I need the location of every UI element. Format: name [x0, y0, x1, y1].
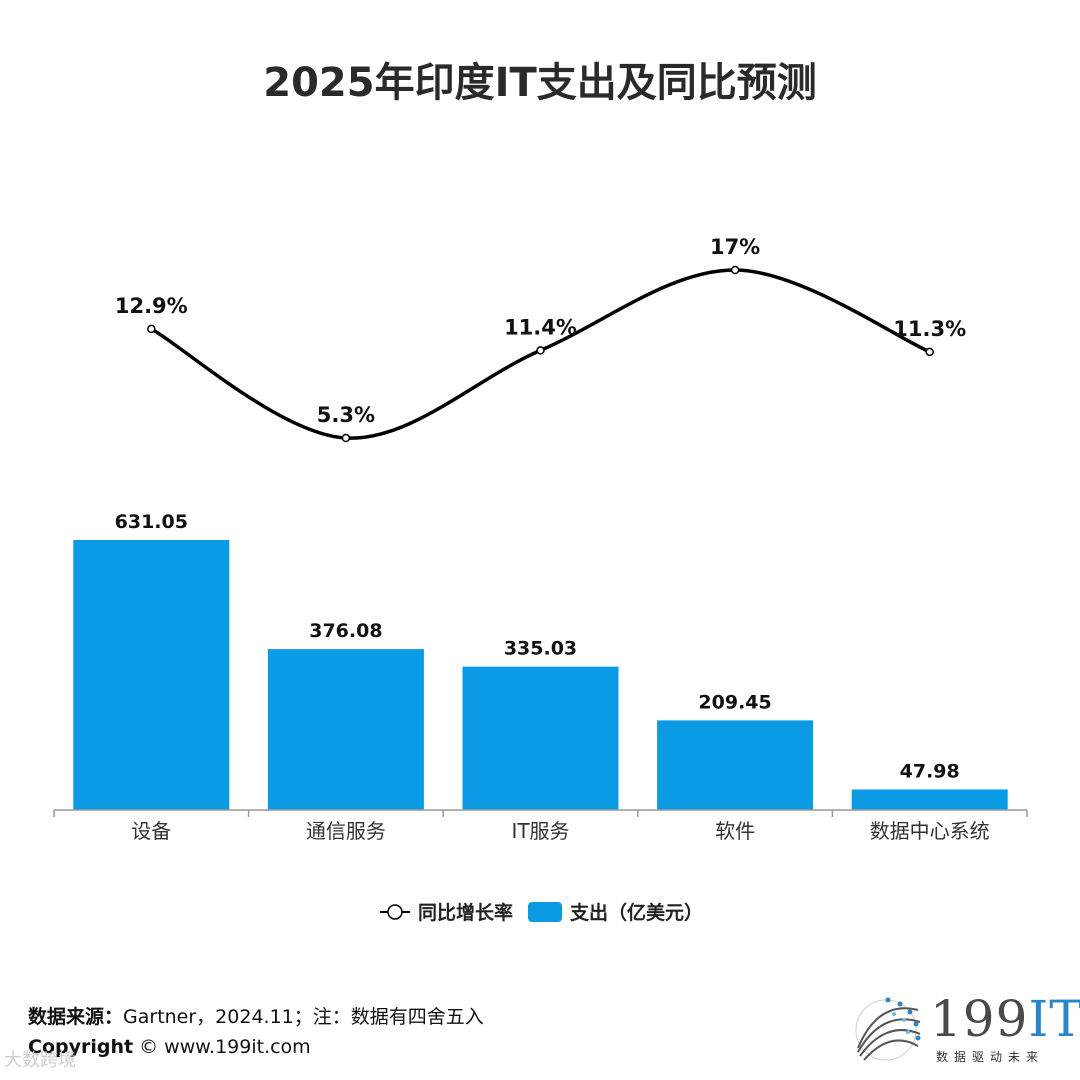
growth-rate-point	[925, 347, 934, 357]
legend-label-spend: 支出（亿美元）	[569, 901, 703, 924]
copyright-note: Copyright © www.199it.com	[28, 1036, 311, 1058]
growth-rate-label: 5.3%	[317, 403, 375, 427]
bar-value-label: 631.05	[115, 511, 188, 533]
growth-rate-point	[341, 433, 351, 443]
growth-rate-label: 11.4%	[504, 315, 577, 339]
bar-1	[267, 649, 424, 810]
growth-rate-point	[730, 265, 740, 275]
x-tick-label: IT服务	[511, 819, 569, 843]
bar-4	[851, 789, 1008, 810]
logo-tagline: 数据驱动未来	[936, 1050, 1045, 1064]
copyright-label: Copyright	[28, 1036, 134, 1058]
legend-bar-icon	[528, 902, 562, 922]
bar-0	[73, 540, 230, 810]
x-tick-label: 软件	[715, 819, 755, 843]
growth-rate-label: 11.3%	[893, 317, 966, 341]
watermark: 大数跨境	[4, 1050, 76, 1071]
logo-wordmark: 199IT	[930, 990, 1080, 1048]
copyright-text: © www.199it.com	[133, 1036, 311, 1058]
bar-3	[657, 720, 814, 810]
combo-chart: 631.05 376.08 335.03 209.45 47.98 设备 通信服务 IT服务 软…	[53, 235, 1028, 924]
source-text: Gartner，2024.11；注：数据有四舍五入	[123, 1006, 484, 1028]
brand-logo: 199IT 数据驱动未来	[848, 990, 1080, 1070]
growth-rate-point	[536, 346, 545, 355]
source-label: 数据来源：	[28, 1006, 124, 1028]
growth-rate-label: 17%	[710, 235, 760, 259]
bar-value-label: 376.08	[309, 620, 382, 642]
bar-value-label: 47.98	[900, 760, 960, 782]
x-tick-label: 设备	[131, 819, 171, 843]
x-tick-label: 通信服务	[306, 819, 386, 843]
growth-rate-label: 12.9%	[115, 294, 188, 318]
logo-mark-icon	[855, 997, 921, 1061]
bar-value-label: 335.03	[504, 638, 577, 660]
x-tick-label: 数据中心系统	[870, 819, 990, 843]
bar-value-label: 209.45	[698, 691, 771, 713]
bar-2	[462, 666, 619, 810]
source-note: 数据来源：Gartner，2024.11；注：数据有四舍五入	[28, 1002, 484, 1029]
growth-rate-point	[147, 324, 156, 334]
chart-title: 2025年印度IT支出及同比预测	[263, 60, 817, 106]
legend-label-growth: 同比增长率	[418, 901, 513, 924]
legend-line-icon-dot	[387, 904, 403, 920]
